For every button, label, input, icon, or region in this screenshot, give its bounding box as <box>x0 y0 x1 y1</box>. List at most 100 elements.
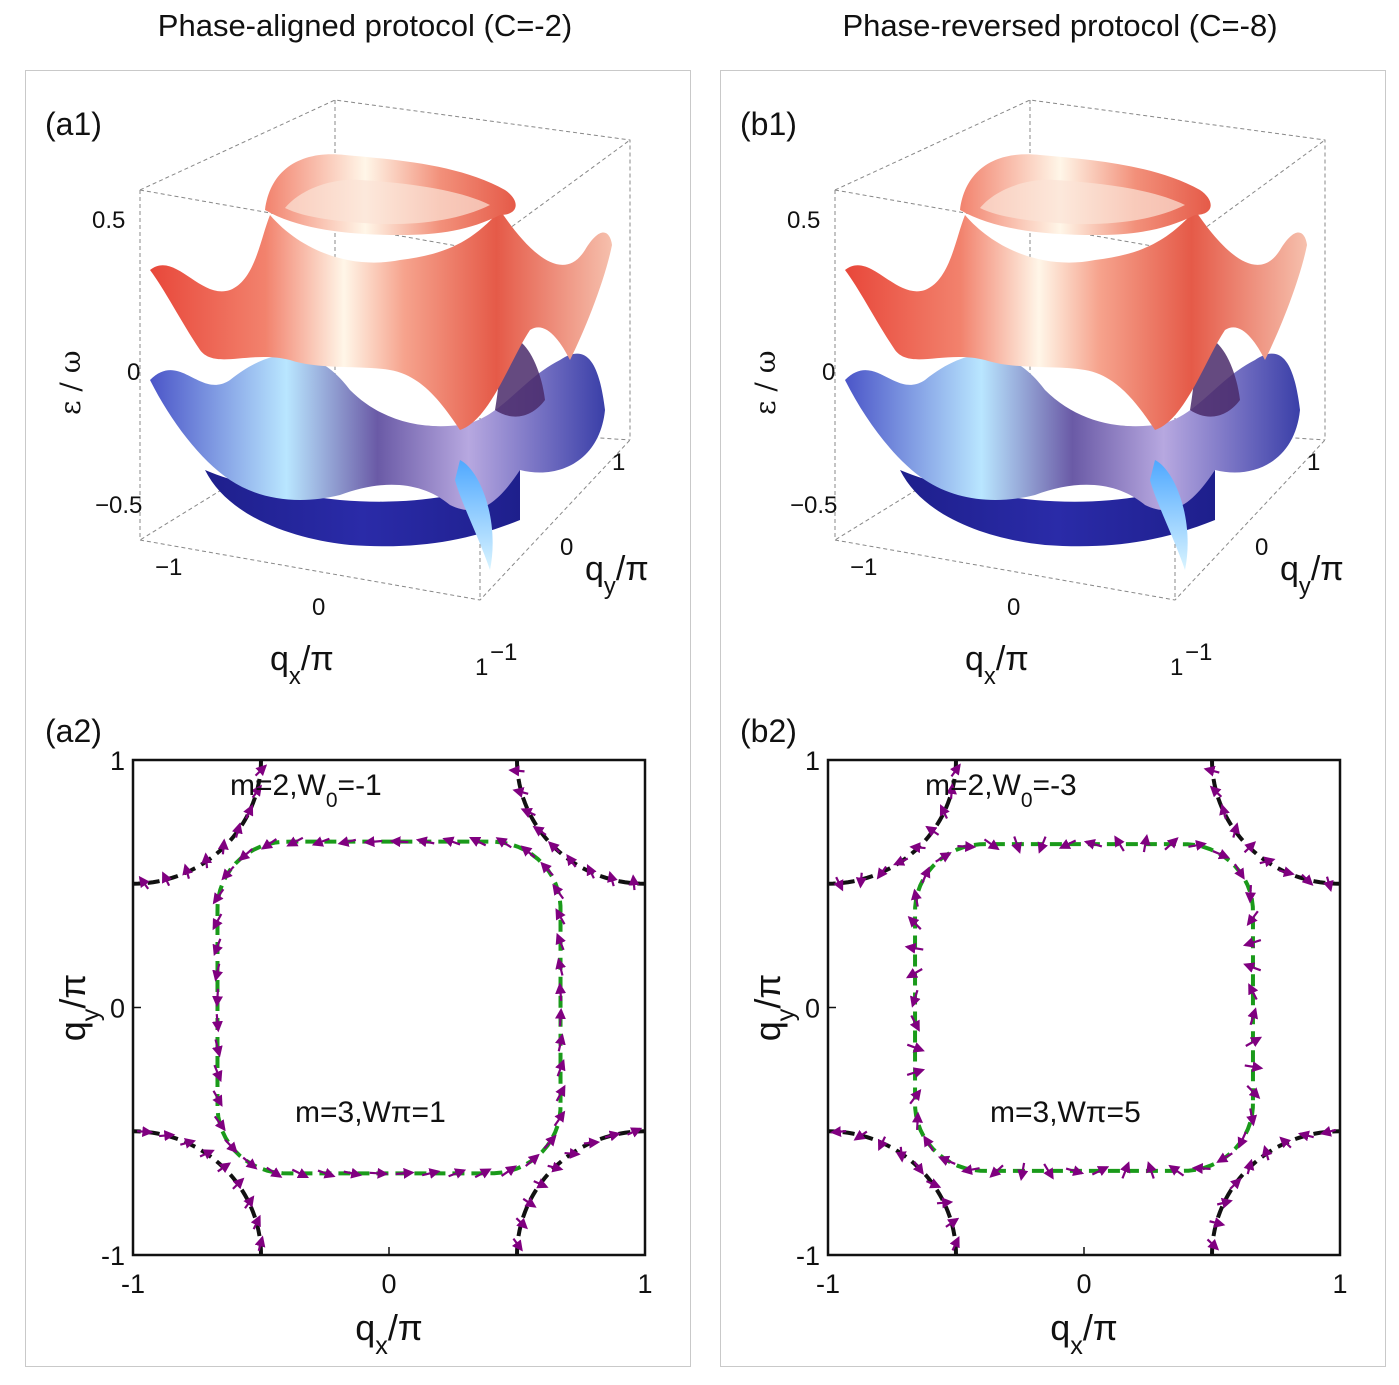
inner-arrow <box>957 841 977 853</box>
inner-arrow <box>553 1110 566 1127</box>
z-tick-a1-1: 0 <box>127 359 140 386</box>
inner-arrow <box>554 1033 566 1052</box>
x-axis-label: qx/π <box>355 1307 422 1360</box>
annotation-inner: m=3,Wπ=5 <box>990 1096 1141 1129</box>
y-axis-label: qy/π <box>52 974 105 1041</box>
corner-arrow <box>508 765 525 777</box>
inner-arrow <box>468 836 487 847</box>
corner-arrow <box>217 1162 232 1174</box>
corner-arrow <box>232 822 243 838</box>
inner-arrow <box>212 1064 223 1083</box>
corner-arrow <box>180 1137 197 1149</box>
inner-arrow <box>238 848 253 862</box>
corner-arrow <box>512 787 529 798</box>
corner-arrow <box>945 1217 960 1229</box>
corner-arrow <box>1209 1217 1226 1228</box>
inner-arrow <box>983 838 1000 851</box>
inner-arrow <box>1233 863 1245 880</box>
inner-arrow <box>395 1167 415 1179</box>
x-axis-label-a1: qx/π <box>270 640 334 690</box>
corner-arrow <box>1206 1238 1220 1251</box>
corner-arrow <box>533 1178 549 1189</box>
inner-contour <box>215 839 563 1176</box>
inner-arrow <box>1245 1036 1263 1047</box>
upper-band-inner-a1 <box>285 179 490 225</box>
corner-arrow <box>1216 1197 1233 1209</box>
corner-arrow <box>583 1137 601 1149</box>
inner-arrow <box>555 982 567 1001</box>
y-tick-a1-2: 1 <box>612 449 625 476</box>
corner-arrow <box>949 1236 960 1251</box>
corner-arrow <box>628 874 640 891</box>
y-tick-b1-2: 1 <box>1307 449 1320 476</box>
inner-arrow <box>291 1168 310 1179</box>
inner-arrow <box>1168 1164 1185 1177</box>
corner-contour-0 <box>1210 760 1340 886</box>
inner-arrow <box>1247 1007 1258 1026</box>
lower-band-cyan-b1 <box>1150 460 1188 570</box>
corner-arrow <box>912 1161 924 1175</box>
inner-arrow <box>212 988 224 1008</box>
corner-arrow <box>604 1130 621 1142</box>
y-tick-a1-1: 0 <box>560 534 573 561</box>
inner-arrow <box>906 1067 926 1078</box>
inner-arrow <box>495 837 512 849</box>
z-tick-a1-2: −0.5 <box>95 492 142 519</box>
inner-arrow <box>912 1111 923 1130</box>
inner-arrow <box>1191 1162 1211 1174</box>
x-tick-label: -1 <box>816 1269 840 1299</box>
column-title-left: Phase-aligned protocol (C=-2) <box>157 8 573 43</box>
panel-label-a2: (a2) <box>45 713 102 749</box>
x-tick-a1-0: −1 <box>155 554 182 581</box>
inner-arrow <box>920 866 931 884</box>
inner-arrow <box>212 1090 223 1107</box>
z-tick-b1-1: 0 <box>822 359 835 386</box>
corner-arrow <box>945 783 957 799</box>
inner-arrow <box>415 836 435 848</box>
upper-band-b1 <box>845 210 1307 430</box>
inner-arrow <box>989 1164 1004 1178</box>
inner-arrow <box>337 836 357 847</box>
panel-label-b2: (b2) <box>740 713 797 749</box>
inner-arrow <box>1139 834 1151 853</box>
corner-arrow <box>159 1130 176 1142</box>
x-tick-a1-1: 0 <box>312 594 325 621</box>
inner-arrow <box>1216 1152 1233 1163</box>
upper-band-a1 <box>150 210 612 430</box>
corner-arrow <box>511 1238 523 1252</box>
vector-plot-a2: (a2) -1-1 0 0 1 1 qx/π qy/π m=2,W0=-1 m=3,Wπ=1 <box>45 713 653 1360</box>
inner-arrow <box>286 836 304 847</box>
corner-arrow <box>1259 856 1276 868</box>
inner-arrow <box>1146 1161 1157 1179</box>
corner-arrow <box>893 855 909 866</box>
corner-arrow <box>939 804 950 819</box>
y-axis-label-b1: qy/π <box>1280 550 1344 600</box>
corner-arrow <box>217 838 229 855</box>
z-axis-label-b1: ε / ω <box>749 350 782 415</box>
plot-frame <box>131 758 647 1257</box>
inner-arrow <box>1065 1165 1085 1176</box>
inner-arrow <box>212 938 223 956</box>
inner-arrow <box>540 861 554 877</box>
inner-arrow <box>311 836 330 847</box>
inner-arrow <box>910 989 921 1008</box>
panel-frame-right <box>720 70 1386 1367</box>
corner-arrow <box>243 1195 255 1209</box>
corner-arrow <box>1229 822 1240 838</box>
corner-arrow <box>895 1146 907 1163</box>
corner-arrow <box>926 1178 942 1189</box>
inner-arrow <box>1212 848 1231 860</box>
inner-arrow <box>1246 1085 1261 1099</box>
plot-area <box>828 760 1340 1255</box>
lower-band-b1 <box>845 353 1300 511</box>
inner-arrow <box>554 1007 566 1027</box>
annotation-outer: m=2,W0=-1 <box>230 769 382 812</box>
corner-arrow <box>201 852 213 869</box>
annotation-inner: m=3,Wπ=1 <box>295 1096 446 1129</box>
inner-arrow <box>1011 836 1022 854</box>
inner-arrow <box>242 1156 258 1170</box>
inner-arrow <box>1246 1108 1258 1127</box>
corner-arrow <box>853 1129 868 1141</box>
inner-arrow <box>937 1155 956 1167</box>
